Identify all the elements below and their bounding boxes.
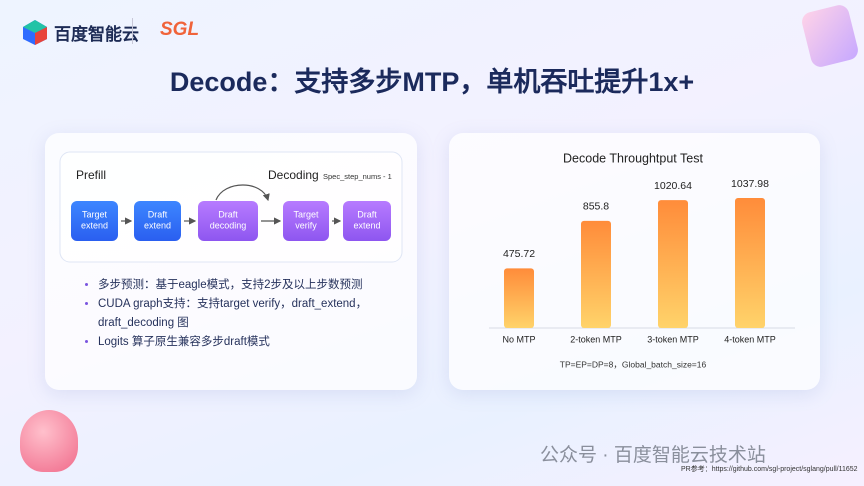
bullet: 多步预测：基于eagle模式，支持2步及以上步数预测 — [98, 276, 378, 295]
node — [198, 201, 258, 241]
bullet-list: 多步预测：基于eagle模式，支持2步及以上步数预测 CUDA graph支持：… — [82, 276, 378, 352]
value-label: 1020.64 — [654, 180, 692, 192]
bar — [504, 268, 534, 328]
bar — [735, 198, 765, 328]
partner: SGL — [160, 19, 200, 40]
reference: PR参考：https://github.com/sgl-project/sgla… — [681, 466, 858, 473]
chart-title: Decode Throughtput Test — [563, 151, 703, 165]
decoration-avatar — [20, 410, 78, 472]
node-label: Draft decoding — [210, 210, 247, 231]
x-tick-label: 2-token MTP — [570, 334, 622, 344]
bullet: CUDA graph支持：支持target verify，draft_exten… — [98, 295, 378, 333]
bar — [581, 220, 611, 328]
value-label: 475.72 — [503, 248, 535, 260]
loop-arrow — [215, 184, 270, 202]
decoding-label: Decoding — [268, 168, 319, 182]
value-label: 855.8 — [583, 201, 609, 213]
bullet: Logits 算子原生兼容多步draft模式 — [98, 333, 378, 352]
brand: 百度智能云 — [54, 25, 139, 44]
node — [283, 201, 329, 241]
x-tick-label: 4-token MTP — [724, 334, 776, 344]
loop-label: Spec_step_nums - 1 — [323, 172, 392, 181]
node-label: Target extend — [81, 210, 108, 231]
node-label: Target verify — [293, 210, 319, 231]
node-label: Draft extend — [144, 210, 171, 231]
node-label: Draft extend — [353, 210, 380, 231]
value-label: 1037.98 — [731, 178, 769, 190]
bar — [658, 200, 688, 328]
x-tick-label: No MTP — [502, 334, 535, 344]
watermark: 公众号 · 百度智能云技术站 — [540, 445, 766, 466]
title: Decode：支持多步MTP，单机吞吐提升1x+ — [169, 67, 695, 97]
chart: Decode Throughtput Test TP=EP=DP=8，Globa… — [489, 151, 795, 369]
divider — [132, 18, 133, 44]
prefill-label: Prefill — [76, 168, 106, 182]
x-tick-label: 3-token MTP — [647, 334, 699, 344]
node — [134, 201, 181, 241]
node — [71, 201, 118, 241]
node — [343, 201, 391, 241]
chart-caption: TP=EP=DP=8，Global_batch_size=16 — [560, 359, 707, 369]
brand-logo — [23, 20, 47, 45]
